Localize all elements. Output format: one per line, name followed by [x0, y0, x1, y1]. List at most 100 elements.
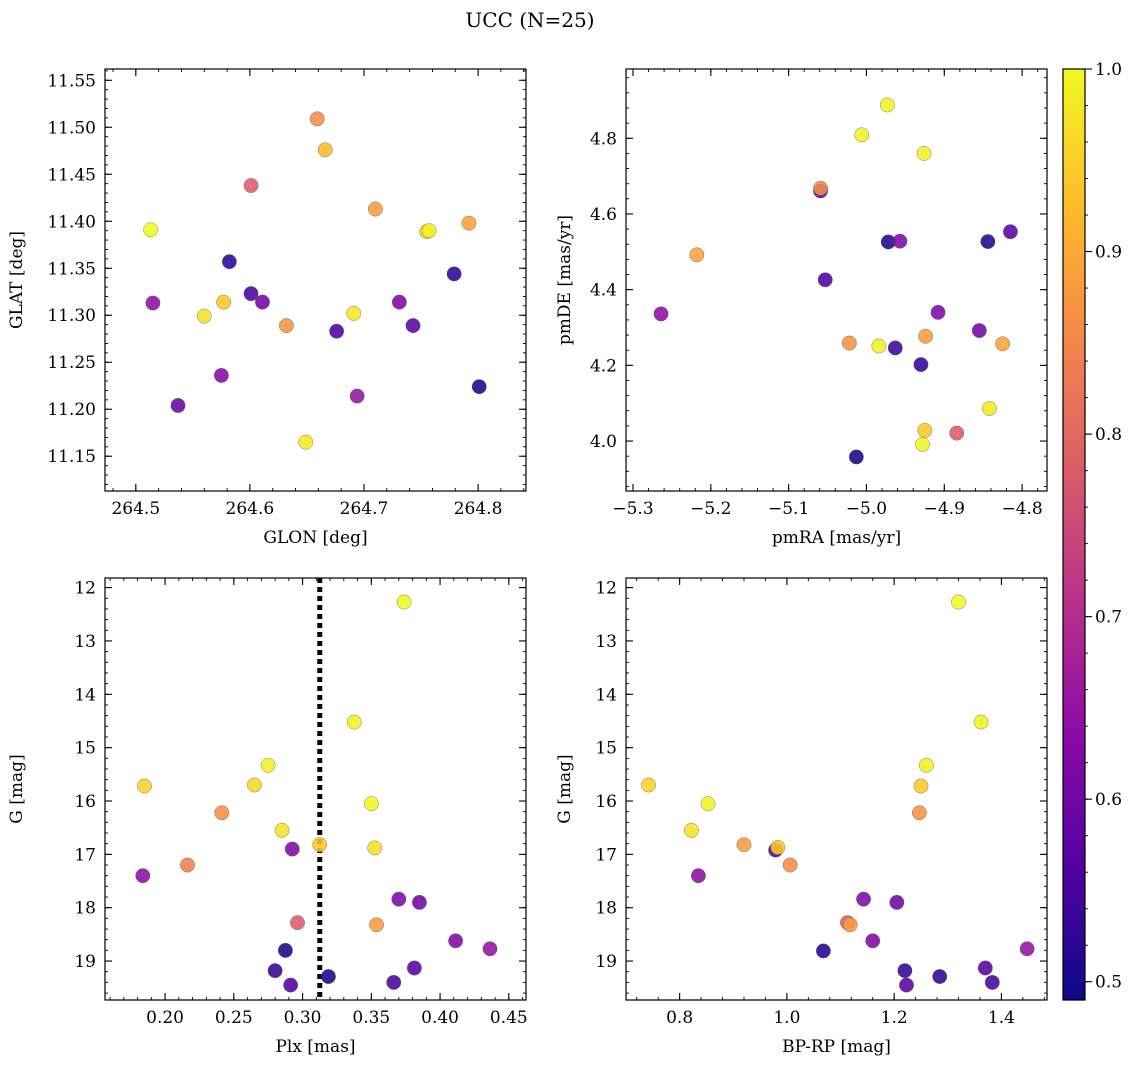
y-tick-label: 17: [74, 845, 96, 865]
data-point: [653, 306, 669, 322]
axes-frame: [104, 68, 527, 492]
x-tick-label: −5.3: [612, 499, 653, 519]
y-tick-label: 4.6: [590, 205, 617, 225]
data-point: [214, 805, 230, 821]
minor-ticks: [105, 578, 526, 1000]
plot-area: [135, 578, 498, 1000]
data-point: [971, 323, 987, 338]
data-point: [980, 234, 996, 250]
plot-area: [143, 111, 487, 450]
data-point: [865, 933, 881, 949]
data-point: [981, 401, 997, 416]
y-axis-label: G [mag]: [555, 754, 575, 823]
data-point: [290, 915, 305, 931]
data-point: [842, 917, 858, 933]
data-point: [267, 963, 283, 979]
x-tick-label: 0.20: [146, 1008, 184, 1028]
x-tick-label: 0.35: [352, 1008, 390, 1028]
x-axis-label: pmRA [mas/yr]: [772, 528, 901, 548]
y-tick-label: 16: [595, 792, 617, 812]
y-tick-label: 18: [74, 899, 96, 919]
colorbar-tick-label: 1.0: [1095, 60, 1122, 80]
data-point: [143, 222, 159, 238]
data-point: [918, 757, 934, 773]
y-tick-label: 14: [595, 685, 617, 705]
data-point: [196, 308, 212, 324]
data-point: [892, 233, 908, 249]
y-tick-label: 11.55: [47, 71, 96, 91]
x-axis-label: Plx [mas]: [275, 1037, 355, 1057]
minor-ticks: [626, 69, 1047, 491]
y-tick-label: 11.20: [47, 400, 96, 420]
y-tick-label: 4.8: [590, 129, 617, 149]
data-point: [813, 180, 828, 196]
data-point: [386, 974, 402, 990]
y-tick-label: 4.0: [590, 432, 617, 452]
y-tick-label: 11.40: [47, 212, 96, 232]
data-point: [690, 868, 706, 884]
y-axis-label: G [mag]: [7, 754, 27, 823]
y-tick-label: 16: [74, 792, 96, 812]
data-point: [145, 295, 161, 311]
data-point: [917, 422, 933, 438]
data-point: [461, 215, 477, 231]
colorbar-tick-label: 0.9: [1095, 243, 1122, 263]
x-tick-label: −5.1: [768, 499, 809, 519]
x-tick-label: 1.2: [881, 1008, 908, 1028]
data-point: [260, 757, 276, 773]
y-tick-label: 11.15: [47, 447, 96, 467]
x-tick-label: 1.4: [988, 1008, 1015, 1028]
x-tick-label: −4.8: [1001, 499, 1042, 519]
x-tick-label: 0.40: [421, 1008, 459, 1028]
data-point: [916, 145, 932, 161]
subplot-2: −5.3 −5.2 −5.1 −5.0 −4.9 −4.8 4.0 4.2 4.4 4.6 4.8 p…: [555, 68, 1048, 548]
colorbar-gradient: [1062, 68, 1086, 1001]
data-point: [815, 943, 831, 959]
minor-ticks: [626, 578, 1047, 1000]
x-tick-label: −5.2: [690, 499, 731, 519]
data-point: [298, 434, 314, 450]
data-point: [448, 933, 464, 949]
y-tick-label: 11.25: [47, 353, 96, 373]
data-point: [848, 449, 864, 465]
data-point: [329, 323, 345, 339]
data-point: [446, 266, 462, 282]
data-point: [641, 777, 656, 793]
data-point: [170, 398, 186, 413]
data-point: [284, 841, 300, 857]
axes-frame: [625, 577, 1048, 1001]
subplot-1: 264.5 264.6 264.7 264.8 11.15 11.20 11.25 11.30…: [7, 68, 527, 548]
y-tick-label: 11.30: [47, 306, 96, 326]
axes-frame: [625, 68, 1048, 492]
data-point: [406, 960, 422, 976]
x-tick-label: −4.9: [924, 499, 965, 519]
y-tick-label: 14: [74, 685, 96, 705]
data-point: [247, 777, 262, 793]
y-tick-label: 18: [595, 899, 617, 919]
x-tick-label: 264.7: [340, 499, 389, 519]
x-axis-label: BP-RP [mag]: [782, 1037, 891, 1057]
colorbar-tick-label: 0.5: [1095, 973, 1122, 993]
data-point: [137, 778, 152, 794]
data-point: [973, 714, 989, 730]
subplot-4: 0.8 1.0 1.2 1.4 12 13 14 15 16 17 18 19 BP-RP [mag] G…: [555, 577, 1048, 1057]
y-tick-label: 12: [74, 579, 96, 599]
x-tick-label: 264.6: [226, 499, 275, 519]
y-tick-label: 4.2: [590, 356, 617, 376]
data-point: [899, 977, 914, 993]
data-point: [391, 294, 407, 310]
data-point: [349, 388, 365, 404]
data-point: [369, 917, 384, 933]
data-point: [346, 305, 362, 321]
x-tick-label: −5.0: [846, 499, 887, 519]
data-point: [915, 436, 930, 452]
data-point: [363, 796, 379, 812]
colorbar-tick-label: 0.7: [1095, 608, 1122, 628]
data-point: [216, 294, 232, 310]
data-point: [471, 379, 487, 395]
data-point: [180, 857, 195, 873]
data-point: [320, 969, 336, 984]
data-point: [949, 425, 965, 441]
data-point: [841, 335, 857, 351]
